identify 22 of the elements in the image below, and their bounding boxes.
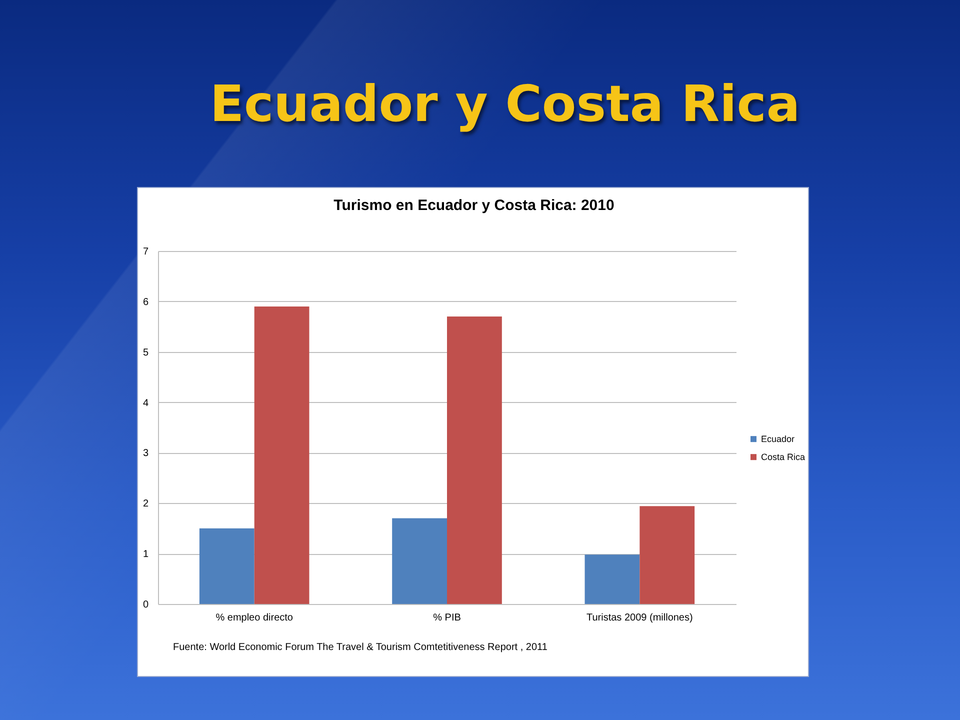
y-tick-label: 0 xyxy=(142,600,149,610)
legend-label: Costa Rica xyxy=(761,452,806,462)
bar xyxy=(199,528,254,604)
y-tick-label: 6 xyxy=(142,296,149,308)
y-tick-label: 4 xyxy=(142,398,149,409)
bar xyxy=(447,316,502,604)
bar xyxy=(584,554,640,604)
x-tick-label: Turistas 2009 (millones) xyxy=(586,612,693,624)
source-note: Fuente: World Economic Forum The Travel & Tourism Comtetitiveness Report , 2011 xyxy=(173,641,548,654)
bar xyxy=(254,306,310,604)
bar xyxy=(640,506,695,604)
y-tick-label: 2 xyxy=(142,498,149,510)
y-tick-label: 7 xyxy=(142,246,149,258)
chart-title: Ecuador y Costa Rica xyxy=(208,74,802,134)
y-tick-label: 1 xyxy=(142,549,149,560)
bar xyxy=(392,518,447,604)
x-tick-label: % PIB xyxy=(433,612,462,624)
chart-subtitle: Turismo en Ecuador y Costa Rica: 2010 xyxy=(334,197,614,214)
legend-label: Ecuador xyxy=(761,434,795,444)
y-tick-label: 5 xyxy=(142,347,149,358)
y-tick-label: 3 xyxy=(142,448,149,460)
x-tick-label: % empleo directo xyxy=(216,612,294,624)
